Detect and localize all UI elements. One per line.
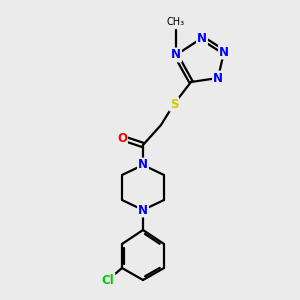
Text: N: N	[138, 158, 148, 172]
Text: N: N	[171, 49, 181, 62]
Text: N: N	[138, 203, 148, 217]
Text: CH₃: CH₃	[167, 17, 185, 27]
Text: Cl: Cl	[102, 274, 114, 286]
Text: N: N	[197, 32, 207, 44]
Text: N: N	[213, 71, 223, 85]
Text: S: S	[170, 98, 178, 110]
Text: O: O	[117, 131, 127, 145]
Text: N: N	[219, 46, 229, 59]
